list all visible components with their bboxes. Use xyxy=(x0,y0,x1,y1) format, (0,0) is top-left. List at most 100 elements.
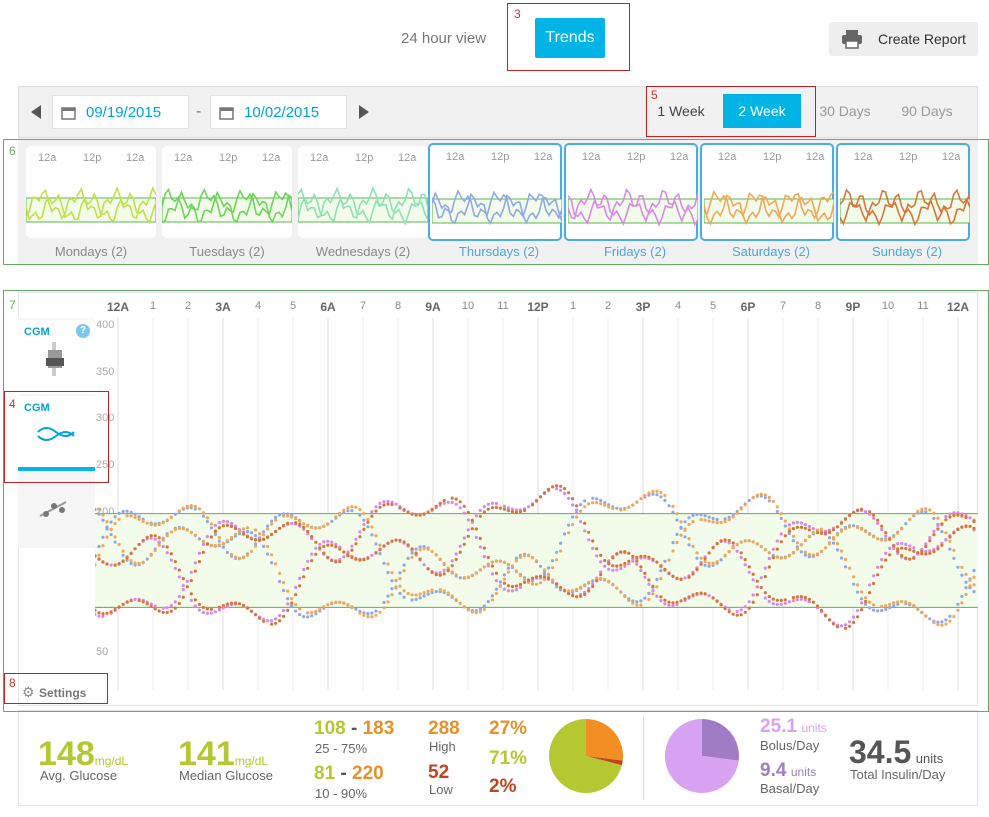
cgm-modal-button[interactable]: CGM ? xyxy=(18,320,95,394)
cgm-reading-dot xyxy=(563,589,567,593)
prev-arrow-icon[interactable] xyxy=(30,105,42,119)
cgm-reading-dot xyxy=(402,508,406,512)
cgm-reading-dot xyxy=(908,544,912,548)
cgm-reading-dot xyxy=(458,544,462,548)
day-chart-3[interactable]: 12a 12p 12a xyxy=(428,143,562,241)
cgm-reading-dot xyxy=(880,565,884,569)
help-icon[interactable]: ? xyxy=(76,324,90,338)
cgm-trend-button[interactable]: CGM xyxy=(18,396,95,472)
end-date-field[interactable]: 10/02/2015 xyxy=(210,95,347,129)
cgm-reading-dot xyxy=(767,551,771,555)
day-chart-4[interactable]: 12a 12p 12a xyxy=(564,143,698,241)
cgm-reading-dot xyxy=(675,600,679,604)
create-report-button[interactable]: Create Report xyxy=(829,22,978,56)
cgm-reading-dot xyxy=(498,559,502,563)
cgm-reading-dot xyxy=(908,517,912,521)
day-chart-1[interactable]: 12a 12p 12a xyxy=(162,146,292,238)
next-arrow-icon[interactable] xyxy=(358,105,370,119)
cgm-reading-dot xyxy=(233,524,238,528)
cgm-reading-dot xyxy=(880,604,884,608)
mini-tick: 12a xyxy=(398,152,417,164)
day-chart-5[interactable]: 12a 12p 12a xyxy=(700,143,834,241)
cgm-reading-dot xyxy=(153,548,157,552)
trends-button[interactable]: Trends xyxy=(535,18,605,58)
cgm-reading-dot xyxy=(856,525,860,530)
range-1-week[interactable]: 1 Week xyxy=(657,103,705,119)
mini-trend xyxy=(432,188,562,226)
day-label-6[interactable]: Sundays (2) xyxy=(871,244,943,259)
view-24-hour[interactable]: 24 hour view xyxy=(401,30,487,47)
day-label-3[interactable]: Thursdays (2) xyxy=(458,244,540,259)
cgm-reading-dot xyxy=(968,516,972,520)
cgm-reading-dot xyxy=(386,541,390,545)
cgm-reading-dot xyxy=(928,539,932,543)
hour-tick: 10 xyxy=(881,300,895,312)
scatter-icon[interactable] xyxy=(36,496,72,524)
cgm-reading-dot xyxy=(679,526,683,530)
day-chart-6[interactable]: 12a 12p 12a xyxy=(836,143,970,241)
cgm-reading-dot xyxy=(133,515,137,519)
cgm-reading-dot xyxy=(298,576,302,580)
cgm-reading-dot xyxy=(795,541,800,545)
wave-icon xyxy=(37,427,75,441)
cgm-reading-dot xyxy=(803,598,808,602)
cgm-reading-dot xyxy=(490,564,494,568)
cgm-reading-dot xyxy=(209,607,213,611)
cgm-reading-dot xyxy=(510,507,514,511)
cgm-reading-dot xyxy=(731,546,735,550)
day-label-2[interactable]: Wednesdays (2) xyxy=(315,244,411,259)
cgm-reading-dot xyxy=(217,605,221,609)
cgm-reading-dot xyxy=(362,512,366,516)
cgm-reading-dot xyxy=(595,497,599,501)
range-30-days[interactable]: 30 Days xyxy=(819,103,871,119)
cgm-reading-dot xyxy=(575,511,579,515)
day-label-5[interactable]: Saturdays (2) xyxy=(731,244,811,259)
cgm-reading-dot xyxy=(454,552,458,556)
cgm-reading-dot xyxy=(579,585,583,589)
annotation-label-5: 5 xyxy=(651,88,658,102)
day-label-4[interactable]: Fridays (2) xyxy=(603,244,667,259)
cgm-reading-dot xyxy=(703,592,707,596)
cgm-reading-dot xyxy=(153,534,157,538)
cgm-reading-dot xyxy=(956,565,960,569)
cgm-reading-dot xyxy=(506,563,510,567)
cgm-reading-dot xyxy=(747,606,751,610)
day-label-1[interactable]: Tuesdays (2) xyxy=(189,244,265,259)
p-high: 220 xyxy=(352,763,384,784)
dash: - xyxy=(340,763,347,784)
range-2-week[interactable]: 2 Week xyxy=(723,94,801,128)
cgm-reading-dot xyxy=(747,539,751,543)
day-chart-0[interactable]: 12a 12p 12a xyxy=(26,146,156,238)
cgm-reading-dot xyxy=(270,533,274,537)
cgm-reading-dot xyxy=(643,575,647,579)
cgm-reading-dot xyxy=(791,534,796,538)
cgm-reading-dot xyxy=(334,515,338,519)
cgm-reading-dot xyxy=(603,564,607,568)
cgm-reading-dot xyxy=(262,619,266,623)
cgm-reading-dot xyxy=(848,620,852,624)
cgm-reading-dot xyxy=(169,609,173,613)
day-chart-2[interactable]: 12a 12p 12a xyxy=(298,146,428,238)
cgm-reading-dot xyxy=(350,509,354,513)
cgm-reading-dot xyxy=(599,553,603,557)
cgm-reading-dot xyxy=(843,517,848,521)
cgm-reading-dot xyxy=(819,527,824,531)
hour-tick: 9A xyxy=(425,300,441,314)
day-label-0[interactable]: Mondays (2) xyxy=(54,244,128,259)
mini-tick: 12a xyxy=(310,152,329,164)
cgm-reading-dot xyxy=(747,600,751,604)
start-date-field[interactable]: 09/19/2015 xyxy=(52,95,189,129)
cgm-reading-dot xyxy=(362,613,366,617)
cgm-reading-dot xyxy=(109,527,113,531)
settings-button[interactable]: ⚙ Settings xyxy=(22,684,86,702)
range-90-days[interactable]: 90 Days xyxy=(901,103,953,119)
cgm-reading-dot xyxy=(952,556,956,560)
cgm-reading-dot xyxy=(787,523,792,527)
cgm-reading-dot xyxy=(398,584,402,588)
cgm-reading-dot xyxy=(394,502,398,506)
cgm-reading-dot xyxy=(161,606,165,610)
cgm-reading-dot xyxy=(639,568,643,573)
cgm-reading-dot xyxy=(314,609,318,613)
cgm-reading-dot xyxy=(639,603,643,607)
cgm-reading-dot xyxy=(450,564,454,568)
